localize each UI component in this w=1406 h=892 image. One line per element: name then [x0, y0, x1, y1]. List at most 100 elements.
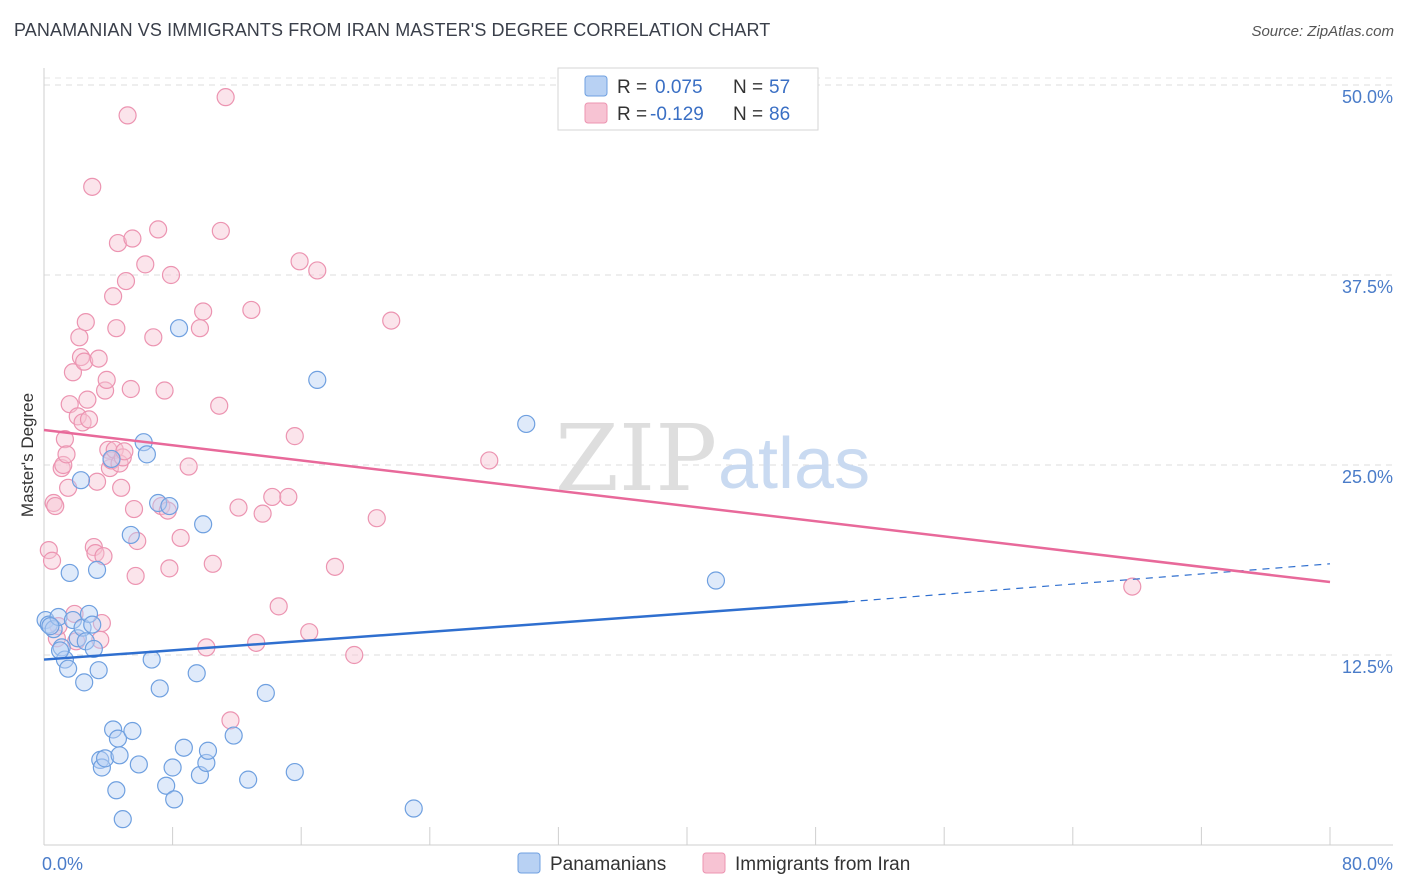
panamanian-point	[150, 679, 169, 698]
panamanian-point	[174, 738, 193, 757]
iran-point	[79, 410, 99, 429]
panamanian-point	[142, 650, 161, 669]
iran-point	[104, 287, 123, 306]
iran-point	[285, 427, 304, 446]
panamanian-point	[198, 741, 218, 760]
iran-point	[116, 271, 136, 291]
iran-point	[44, 493, 63, 513]
iran-point	[382, 311, 401, 330]
iran-point	[124, 499, 144, 519]
iran-point	[68, 407, 87, 426]
iran-point	[480, 451, 499, 470]
panamanian-point	[110, 746, 129, 765]
panamanian-point	[160, 496, 179, 516]
iran-point	[108, 233, 128, 253]
panamanian-point	[149, 493, 168, 513]
legend-r-label-2: R =	[617, 104, 647, 125]
iran-point	[75, 352, 94, 371]
iran-point	[70, 328, 89, 347]
panamanian-point	[95, 749, 115, 768]
iran-point	[76, 313, 95, 332]
iran-point	[78, 390, 97, 409]
panamanian-trendline-extension	[847, 563, 1331, 603]
iran-point	[242, 300, 261, 320]
panamanian-point	[121, 525, 140, 545]
iran-point	[123, 229, 142, 248]
panamanian-point	[79, 604, 99, 624]
iran-point	[203, 554, 222, 573]
iran-point	[229, 498, 248, 517]
iran-point	[290, 252, 309, 271]
legend-swatch-pink	[584, 102, 608, 124]
y-tick-label: 37.5%	[1342, 277, 1393, 297]
iran-point	[39, 541, 58, 560]
panamanian-point	[165, 790, 184, 809]
series-legend-swatch-panamanians	[517, 852, 541, 874]
panamanian-point	[84, 639, 103, 659]
iran-point	[367, 509, 386, 528]
iran-point	[84, 537, 103, 557]
panamanian-point	[75, 673, 94, 692]
iran-point	[97, 370, 116, 389]
iran-trendline	[43, 428, 1331, 584]
x-tick-label-max: 80.0%	[1342, 854, 1393, 874]
iran-point	[216, 88, 235, 107]
iran-point	[89, 349, 108, 368]
panamanian-point	[123, 721, 142, 741]
panamanian-point	[163, 758, 182, 777]
panamanian-point	[59, 659, 78, 678]
iran-point	[161, 265, 181, 285]
iran-point	[1123, 577, 1142, 596]
iran-point	[345, 645, 364, 665]
iran-point	[54, 455, 73, 475]
iran-point	[126, 566, 145, 586]
panamanian-point	[89, 661, 108, 680]
iran-point	[42, 551, 62, 570]
iran-point	[221, 711, 240, 730]
watermark-zip: ZIP	[555, 405, 717, 512]
iran-point	[211, 221, 230, 241]
iran-point	[149, 220, 168, 239]
panamanian-point	[41, 617, 60, 636]
iran-point	[118, 106, 137, 125]
panamanian-point	[102, 449, 121, 469]
panamanian-point	[107, 781, 126, 800]
panamanian-point	[256, 683, 275, 703]
iran-point	[155, 381, 174, 400]
series-legend-swatch-iran	[702, 852, 726, 874]
y-tick-label: 25.0%	[1342, 467, 1393, 487]
iran-point	[279, 487, 298, 507]
iran-point	[160, 559, 179, 578]
panamanian-point	[71, 471, 91, 490]
panamanian-point	[157, 776, 176, 795]
series-legend: Panamanians Immigrants from Iran	[517, 852, 910, 875]
iran-point	[263, 487, 282, 507]
iran-point	[55, 430, 74, 449]
legend-r-label-1: R =	[617, 77, 647, 98]
stats-legend: R = 0.075 N = 57 R = -0.129 N = 86	[557, 67, 819, 131]
source-label: Source: ZipAtlas.com	[1251, 23, 1394, 40]
iran-point	[210, 396, 229, 415]
panamanian-point	[137, 445, 156, 464]
legend-swatch-blue	[584, 75, 608, 97]
watermark-atlas: atlas	[718, 424, 870, 504]
panamanian-point	[224, 726, 243, 745]
watermark: ZIP atlas	[555, 405, 870, 512]
legend-r-value-2: -0.129	[650, 104, 704, 125]
panamanian-point	[60, 563, 79, 583]
legend-n-label-2: N =	[733, 104, 763, 125]
panamanian-point	[50, 641, 70, 660]
legend-n-value-1: 57	[769, 77, 790, 98]
panamanian-point	[285, 762, 304, 782]
x-tick-label-min: 0.0%	[42, 854, 83, 874]
iran-point	[171, 528, 190, 548]
panamanian-point	[104, 720, 123, 739]
legend-r-value-1: 0.075	[655, 77, 703, 98]
series-legend-iran: Immigrants from Iran	[735, 854, 910, 875]
iran-point	[136, 255, 155, 274]
iran-point	[92, 613, 111, 633]
iran-point	[107, 319, 126, 338]
iran-point	[190, 319, 210, 338]
iran-point	[144, 328, 163, 347]
